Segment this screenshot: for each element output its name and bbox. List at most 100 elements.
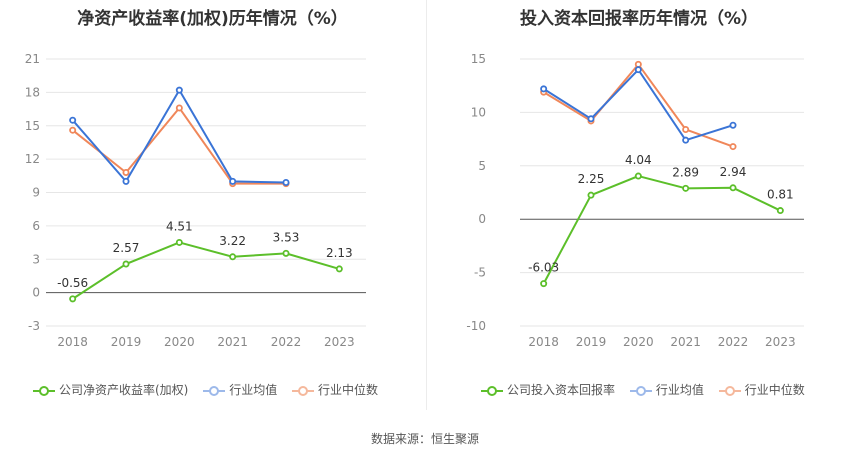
x-tick-label: 2021: [670, 335, 701, 349]
legend-company-marker-icon: [481, 385, 503, 396]
data-label: 2.89: [672, 165, 699, 179]
legend-median-marker-icon: [292, 385, 315, 396]
data-point: [634, 66, 642, 74]
y-tick-label: 18: [25, 85, 40, 99]
x-tick-label: 2018: [528, 335, 559, 349]
legend-item-industry-median[interactable]: 行业中位数: [291, 381, 378, 398]
roic-chart-panel: 投入资本回报率历年情况（%） -10 -5 0 5 10 15 2018 2019 2020 20…: [428, 0, 850, 410]
data-point: [282, 249, 290, 257]
y-tick-label: 3: [32, 252, 40, 266]
data-point: [540, 280, 548, 288]
y-tick-label: 10: [471, 105, 486, 119]
data-point: [729, 121, 737, 129]
data-point: [682, 125, 690, 133]
data-point: [682, 136, 690, 144]
data-point: [776, 207, 784, 215]
data-point: [634, 60, 642, 68]
y-tick-label: 0: [478, 212, 486, 226]
legend-label: 行业中位数: [744, 383, 805, 397]
legend-item-industry-median[interactable]: 行业中位数: [718, 381, 805, 398]
legend-item-industry-avg[interactable]: 行业均值: [202, 381, 277, 398]
x-tick-label: 2021: [217, 335, 248, 349]
y-tick-label: -3: [28, 319, 40, 333]
legend-item-company-roic[interactable]: 公司投入资本回报率: [480, 381, 615, 398]
x-tick-label: 2023: [324, 335, 355, 349]
panel-divider: [426, 0, 427, 410]
roe-chart-legend: 公司净资产收益率(加权) 行业均值 行业中位数: [32, 381, 388, 398]
roic-chart-title: 投入资本回报率历年情况（%）: [519, 9, 759, 29]
legend-item-company-roe[interactable]: 公司净资产收益率(加权): [32, 381, 188, 398]
y-tick-label: 15: [25, 119, 40, 133]
data-label: 4.04: [625, 153, 652, 167]
data-point: [335, 265, 343, 273]
legend-item-industry-avg[interactable]: 行业均值: [629, 381, 704, 398]
legend-label: 公司投入资本回报率: [507, 383, 616, 397]
legend-median-marker-icon: [718, 385, 741, 396]
y-tick-label: 6: [32, 219, 40, 233]
y-tick-label: 21: [25, 52, 40, 66]
data-point: [587, 115, 595, 123]
data-point: [229, 253, 237, 261]
series-line: [543, 68, 734, 142]
roe-chart-panel: 净资产收益率(加权)历年情况（%） -3 0 3 6 9 12 15 18 21 2018 2019…: [0, 0, 425, 410]
data-point: [122, 260, 130, 268]
roe-chart-plot: -3 0 3 6 9 12 15 18 21 2018 2019 2020 2021 2022 2023 -0…: [25, 52, 366, 349]
data-point: [540, 85, 548, 93]
data-point: [69, 126, 77, 134]
data-label: 2.57: [113, 241, 140, 255]
roic-chart-legend: 公司投入资本回报率 行业均值 行业中位数: [480, 381, 815, 398]
data-point: [69, 116, 77, 124]
legend-label: 行业均值: [229, 383, 278, 397]
y-tick-label: 9: [32, 186, 40, 200]
x-tick-label: 2020: [623, 335, 654, 349]
data-point: [229, 177, 237, 185]
data-point: [729, 143, 737, 151]
data-label: 2.25: [578, 172, 605, 186]
data-point: [729, 184, 737, 192]
y-tick-label: 12: [25, 152, 40, 166]
data-point: [587, 191, 595, 199]
data-point: [175, 86, 183, 94]
series-line: [71, 89, 287, 184]
data-point: [69, 295, 77, 303]
data-label: -6.03: [528, 261, 559, 275]
data-point: [282, 178, 290, 186]
x-tick-label: 2020: [164, 335, 195, 349]
y-tick-label: 15: [471, 52, 486, 66]
y-tick-label: 0: [32, 286, 40, 300]
data-label: 3.22: [219, 234, 246, 248]
x-tick-label: 2019: [576, 335, 607, 349]
data-label: 4.51: [166, 219, 193, 233]
y-tick-label: 5: [478, 159, 486, 173]
data-source-footer: 数据来源：恒生聚源: [370, 432, 479, 446]
legend-avg-marker-icon: [629, 385, 652, 396]
y-tick-label: -5: [474, 266, 486, 280]
data-point: [122, 168, 130, 176]
y-tick-label: -10: [466, 319, 486, 333]
data-label: 3.53: [273, 230, 300, 244]
roe-chart-title: 净资产收益率(加权)历年情况（%）: [77, 9, 348, 29]
data-label: 0.81: [767, 188, 794, 202]
data-label: -0.56: [57, 276, 88, 290]
legend-avg-marker-icon: [203, 385, 226, 396]
series-line: [542, 175, 781, 285]
data-point: [175, 104, 183, 112]
legend-label: 行业中位数: [318, 383, 379, 397]
legend-label: 行业均值: [655, 383, 704, 397]
x-tick-label: 2022: [271, 335, 302, 349]
data-point: [682, 184, 690, 192]
data-point: [634, 172, 642, 180]
data-point: [175, 238, 183, 246]
data-label: 2.94: [720, 165, 747, 179]
x-tick-label: 2023: [765, 335, 796, 349]
roic-chart-plot: -10 -5 0 5 10 15 2018 2019 2020 2021 2022 2023 -6.03…: [466, 52, 804, 349]
data-point: [122, 177, 130, 185]
legend-company-marker-icon: [33, 385, 55, 396]
x-tick-label: 2018: [57, 335, 88, 349]
legend-label: 公司净资产收益率(加权): [59, 383, 189, 397]
data-label: 2.13: [326, 246, 353, 260]
series-line: [72, 241, 340, 300]
x-tick-label: 2022: [718, 335, 749, 349]
x-tick-label: 2019: [111, 335, 142, 349]
series-line: [72, 106, 286, 185]
